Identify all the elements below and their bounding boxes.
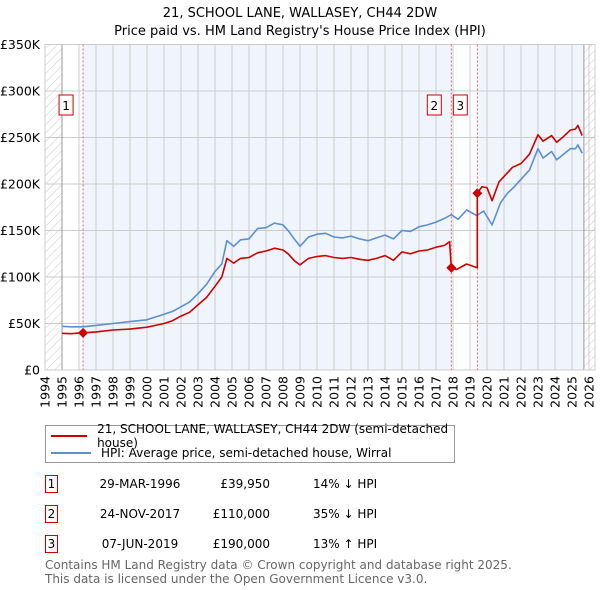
chart-title: 21, SCHOOL LANE, WALLASEY, CH44 2DW (163, 6, 438, 21)
x-tick-label: 2007 (259, 376, 274, 408)
x-tick-label: 2001 (157, 376, 172, 408)
x-tick-label: 2008 (276, 376, 291, 408)
y-tick-label: £0 (24, 363, 40, 378)
x-tick-label: 2003 (191, 376, 206, 408)
legend-swatch-hpi (51, 452, 91, 454)
legend-item-hpi: HPI: Average price, semi-detached house,… (46, 445, 391, 461)
sale-badge: 3 (45, 535, 58, 553)
plot-border (44, 44, 596, 371)
x-tick-label: 1999 (123, 376, 138, 408)
chart-subtitle: Price paid vs. HM Land Registry's House … (114, 24, 486, 39)
sale-date: 07-JUN-2019 (101, 537, 179, 551)
x-tick-label: 2011 (327, 376, 342, 408)
table-row: 2 24-NOV-2017 £110,000 35% ↓ HPI (45, 505, 465, 523)
x-tick-label: 2024 (548, 376, 563, 408)
x-tick-label: 2025 (565, 376, 580, 408)
y-tick-label: £250K (0, 130, 41, 145)
x-tick-label: 2018 (446, 376, 461, 408)
x-tick-label: 2000 (140, 376, 155, 408)
sale-price: £39,950 (220, 477, 270, 491)
x-tick-label: 2009 (293, 376, 308, 408)
x-tick-label: 2021 (497, 376, 512, 408)
shaded-ownership-period (477, 44, 584, 370)
footer-copyright: Contains HM Land Registry data © Crown c… (45, 558, 512, 572)
legend-label-price: 21, SCHOOL LANE, WALLASEY, CH44 2DW (sem… (97, 422, 449, 450)
hatched-no-data-left (45, 44, 62, 370)
table-row: 3 07-JUN-2019 £190,000 13% ↑ HPI (45, 535, 465, 553)
x-tick-label: 2004 (208, 376, 223, 408)
grid-lines (44, 44, 596, 371)
x-tick-label: 2006 (242, 376, 257, 408)
y-tick-label: £100K (0, 270, 41, 285)
annotation-box (58, 94, 74, 116)
annotation-label: 3 (456, 99, 464, 113)
annotation-box (426, 94, 442, 116)
sale-hpi-diff: 35% ↓ HPI (313, 507, 378, 521)
x-tick-label: 1996 (72, 376, 87, 408)
x-tick-label: 2012 (344, 376, 359, 408)
sale-hpi-diff: 14% ↓ HPI (313, 477, 378, 491)
hpi-line (61, 144, 583, 328)
sale-date: 24-NOV-2017 (99, 507, 181, 521)
sale-point-marker (78, 327, 89, 338)
x-tick-label: 2014 (378, 376, 393, 408)
sale-price: £190,000 (212, 537, 270, 551)
x-tick-label: 1995 (55, 376, 70, 408)
y-tick-label: £150K (0, 223, 41, 238)
sale-badge: 1 (45, 475, 58, 493)
x-tick-label: 2017 (429, 376, 444, 408)
legend-label-hpi: HPI: Average price, semi-detached house,… (101, 446, 392, 460)
x-tick-label: 2005 (225, 376, 240, 408)
x-tick-label: 2002 (174, 376, 189, 408)
x-tick-label: 1994 (38, 376, 53, 408)
sale-price: £110,000 (212, 507, 270, 521)
x-tick-label: 2015 (395, 376, 410, 408)
table-row: 1 29-MAR-1996 £39,950 14% ↓ HPI (45, 475, 465, 493)
shaded-ownership-period (83, 44, 452, 370)
sale-markers: 1 2 3 (58, 94, 483, 338)
y-tick-label: £50K (8, 316, 41, 331)
x-tick-label: 2022 (514, 376, 529, 408)
sale-date: 29-MAR-1996 (99, 477, 181, 491)
footer: Contains HM Land Registry data © Crown c… (45, 558, 512, 586)
footer-licence: This data is licensed under the Open Gov… (45, 572, 428, 586)
x-tick-label: 2013 (361, 376, 376, 408)
sale-badge: 2 (45, 505, 58, 523)
x-tick-label: 2023 (531, 376, 546, 408)
annotation-box (452, 94, 468, 116)
x-tick-label: 1998 (106, 376, 121, 408)
y-axis-labels: £0 £50K £100K £150K £200K £250K £300K £350K (0, 37, 41, 378)
plot-background (45, 44, 595, 370)
y-tick-label: £200K (0, 177, 41, 192)
x-axis-labels: 1994 1995 1996 1997 1998 1999 2000 2001 2002 2003… (38, 376, 597, 408)
x-tick-label: 2020 (480, 376, 495, 408)
y-tick-label: £300K (0, 84, 41, 99)
legend: 21, SCHOOL LANE, WALLASEY, CH44 2DW (sem… (45, 422, 455, 463)
x-tick-label: 2026 (582, 376, 597, 408)
x-tick-label: 2019 (463, 376, 478, 408)
y-tick-label: £350K (0, 37, 41, 52)
x-tick-label: 1997 (89, 376, 104, 408)
sale-point-marker (472, 188, 483, 199)
x-tick-label: 2010 (310, 376, 325, 408)
sale-hpi-diff: 13% ↑ HPI (313, 537, 378, 551)
legend-swatch-price (51, 435, 88, 437)
annotation-label: 1 (62, 99, 70, 113)
sale-point-marker (446, 262, 457, 273)
series-lines (61, 124, 583, 335)
price-paid-line (61, 124, 583, 335)
legend-item-price: 21, SCHOOL LANE, WALLASEY, CH44 2DW (sem… (46, 422, 454, 450)
x-tick-label: 2016 (412, 376, 427, 408)
price-chart: 21, SCHOOL LANE, WALLASEY, CH44 2DW Pric… (0, 6, 597, 408)
annotation-label: 2 (430, 99, 438, 113)
